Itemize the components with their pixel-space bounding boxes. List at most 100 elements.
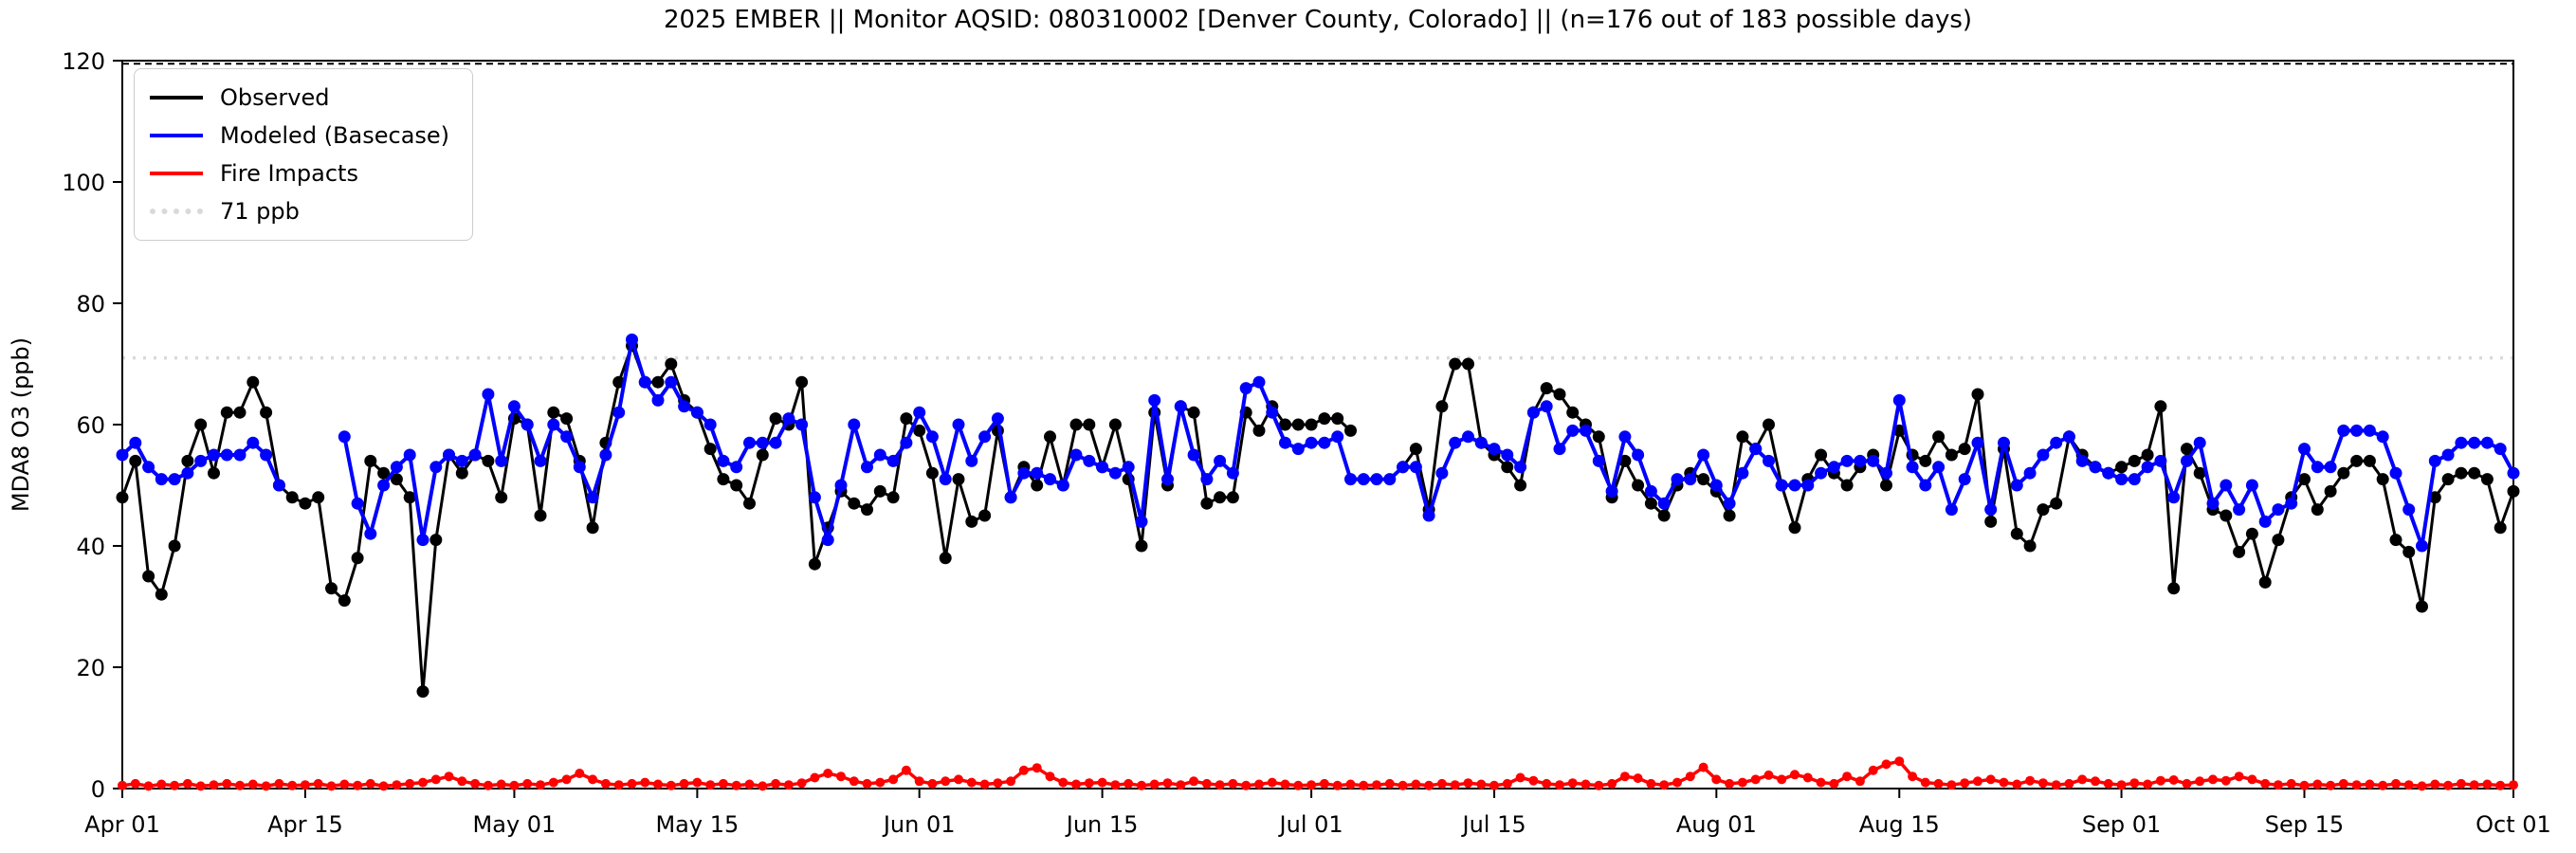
data-point [665,375,678,389]
data-point [952,418,965,431]
data-point [1241,780,1251,790]
data-point [1659,780,1670,790]
data-point [573,461,586,474]
data-point [1580,779,1591,789]
data-point [1815,448,1828,462]
data-point [954,774,963,785]
data-point [1697,448,1710,462]
data-point [2193,466,2206,480]
data-point [795,375,809,389]
data-point [730,461,743,474]
data-point [416,534,429,547]
data-point [2469,780,2479,790]
series-observed [116,339,2520,699]
data-point [2128,473,2141,486]
data-point [808,491,821,504]
data-point [1214,454,1227,467]
data-point [875,777,886,788]
data-point [666,780,676,790]
data-point [2220,509,2233,522]
data-point [1607,778,1617,789]
data-point [1331,430,1344,444]
data-point [2350,454,2364,467]
data-point [509,780,520,790]
data-point [861,461,873,474]
data-point [941,776,951,787]
data-point [795,418,809,431]
legend-box: Observed Modeled (Basecase) Fire Impacts… [134,68,474,241]
data-point [978,509,992,522]
data-point [156,779,167,789]
data-point [1840,479,1854,492]
data-point [1932,430,1946,444]
data-point [1161,473,1174,486]
data-point [1449,436,1462,449]
data-point [2208,774,2218,785]
data-point [455,454,468,467]
data-point [416,685,429,699]
data-point [873,448,886,462]
data-point [1239,382,1252,395]
data-point [2037,778,2048,789]
data-point [1880,479,1892,492]
data-point [1096,461,1109,474]
data-point [2260,778,2271,789]
data-point [233,406,247,419]
data-point [1226,466,1239,480]
data-point [2376,430,2389,444]
data-point [1228,778,1238,789]
data-point [731,780,741,790]
data-point [1526,406,1540,419]
data-point [560,430,574,444]
data-point [195,781,206,791]
y-tick-label: 20 [76,655,105,681]
data-point [483,780,493,790]
x-axis: Apr 01 Apr 15 May 01 May 15 Jun 01 Jun 15 Jul … [84,789,2551,838]
data-point [2023,466,2037,480]
data-point [1592,430,1605,444]
data-point [2154,400,2167,413]
data-point [965,454,978,467]
data-point [155,588,168,601]
data-point [325,582,338,595]
data-point [1135,539,1148,553]
data-point [2010,479,2023,492]
data-point [888,774,899,785]
data-point [927,778,938,789]
fire-line-swatch [150,172,203,175]
data-point [1357,473,1370,486]
data-point [142,570,155,583]
data-point [129,436,142,449]
y-tick-label: 0 [91,776,105,803]
data-point [965,515,978,528]
data-point [2403,780,2414,790]
data-point [1958,443,1971,456]
data-point [2509,780,2518,790]
data-point [2494,443,2507,456]
data-point [2363,424,2376,437]
chart-title: 2025 EMBER || Monitor AQSID: 080310002 [… [663,6,1973,34]
data-point [118,780,127,790]
data-point [364,527,377,540]
data-point [1006,776,1016,787]
data-point [1004,491,1017,504]
data-point [2441,473,2455,486]
data-point [2062,430,2075,444]
data-point [653,779,663,789]
x-tick-label: Jul 01 [1278,811,1343,838]
data-point [690,406,703,419]
data-point [1293,780,1304,790]
data-point [1189,776,1199,787]
data-point [1069,418,1083,431]
data-point [2430,779,2440,789]
data-point [2258,575,2272,589]
observed-line-swatch [150,96,203,100]
data-point [1463,778,1473,789]
data-point [1462,430,1474,444]
data-point [2455,466,2468,480]
data-point [769,436,782,449]
data-point [2050,436,2063,449]
data-point [1252,375,1266,389]
data-point [1383,473,1397,486]
